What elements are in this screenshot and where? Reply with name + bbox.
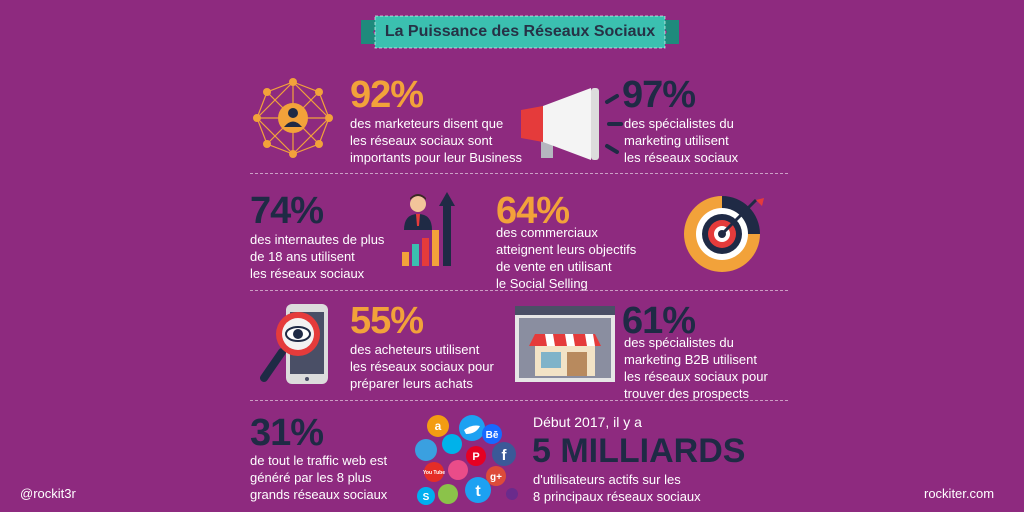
stat-74-percent: 74% — [250, 190, 324, 232]
divider — [250, 173, 788, 174]
stat-92-percent: 92% — [350, 74, 424, 116]
facebook-badge: f — [502, 447, 508, 464]
stat-31-percent: 31% — [250, 412, 324, 454]
stat-64-description: des commerciaux atteignent leurs objectif… — [496, 225, 637, 291]
stat-64-percent: 64% — [496, 190, 570, 232]
stat-97-percent: 97% — [622, 74, 696, 116]
users-headline: 5 MILLIARDS — [532, 432, 746, 470]
footer-handle[interactable]: @rockit3r — [20, 486, 76, 501]
users-intro: Début 2017, il y a — [533, 414, 642, 430]
behance-badge: Bē — [486, 430, 499, 441]
stat-61-description: des spécialistes du marketing B2B utilise… — [624, 335, 768, 401]
amazon-badge: a — [435, 419, 442, 433]
page-title: La Puissance des Réseaux Sociaux — [384, 23, 656, 40]
divider — [250, 290, 788, 291]
target-icon — [684, 196, 764, 272]
svg-text:P: P — [472, 451, 479, 463]
stat-55-description: des acheteurs utilisent les réseaux socia… — [350, 342, 494, 391]
stat-55-percent: 55% — [350, 300, 424, 342]
stat-92-description: des marketeurs disent que les réseaux soc… — [350, 116, 522, 165]
social-cloud-icon: a Bē f You Tube g+ S t P — [415, 415, 518, 505]
ribbon-shape — [361, 15, 679, 49]
megaphone-icon — [521, 88, 623, 160]
magnifier-eye-icon — [260, 304, 328, 384]
users-description: d'utilisateurs actifs sur les 8 principau… — [533, 472, 701, 504]
stat-61-percent: 61% — [622, 300, 696, 342]
footer-site-link[interactable]: rockiter.com — [924, 486, 995, 501]
businessman-growth-icon — [402, 192, 455, 266]
storefront-icon — [515, 306, 615, 382]
divider — [250, 400, 788, 401]
googleplus-badge: g+ — [490, 472, 502, 483]
skype-badge: S — [423, 492, 430, 503]
stat-31-description: de tout le traffic web est généré par les… — [250, 453, 388, 502]
title-ribbon: La Puissance des Réseaux Sociaux — [361, 14, 679, 50]
svg-text:t: t — [475, 483, 481, 500]
youtube-badge: You Tube — [423, 470, 445, 476]
stat-74-description: des internautes de plus de 18 ans utilise… — [250, 232, 385, 281]
network-icon — [253, 78, 333, 158]
stat-97-description: des spécialistes du marketing utilisent le… — [624, 116, 739, 165]
